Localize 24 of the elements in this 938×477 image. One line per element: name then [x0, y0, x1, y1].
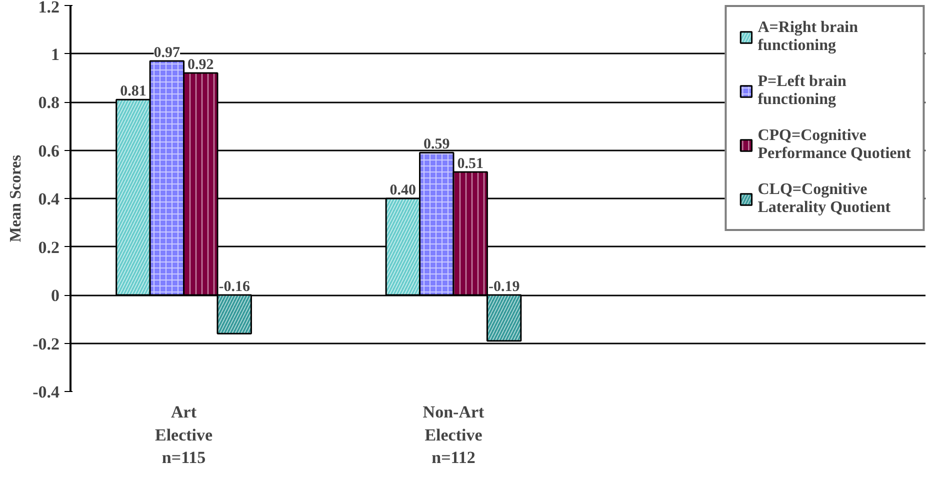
- x-tick-label: Non-Art Elective n=112: [422, 402, 485, 468]
- y-tick-label: 0.4: [38, 190, 60, 208]
- legend-label: CPQ=Cognitive Performance Quotient: [758, 127, 911, 163]
- y-tick-label: 1: [51, 44, 60, 64]
- y-tick-label: 1.2: [38, 0, 60, 16]
- legend-label: CLQ=Cognitive Laterality Quotient: [758, 181, 891, 217]
- y-tick-label: -0.4: [32, 382, 60, 402]
- y-tick-label: 0.8: [38, 93, 60, 112]
- y-tick-label: 0.2: [38, 238, 60, 257]
- legend-label: A=Right brain functioning: [758, 19, 858, 55]
- y-tick-label: 0.6: [38, 141, 60, 160]
- data-label: 0.97: [154, 44, 181, 61]
- data-label: 0.81: [120, 84, 146, 100]
- x-tick-label: Art Elective n=115: [154, 402, 214, 468]
- data-label: -0.16: [218, 279, 250, 295]
- data-label: 0.40: [390, 182, 416, 198]
- y-tick-label: -0.2: [32, 334, 60, 354]
- data-label: 0.59: [424, 136, 450, 153]
- data-label: -0.19: [488, 279, 520, 295]
- y-axis-title: Mean Scores: [8, 154, 25, 242]
- data-label: 0.92: [188, 57, 214, 74]
- y-tick-label: 0: [51, 286, 60, 305]
- legend-label: P=Left brain functioning: [758, 73, 846, 109]
- data-label: 0.51: [457, 156, 484, 172]
